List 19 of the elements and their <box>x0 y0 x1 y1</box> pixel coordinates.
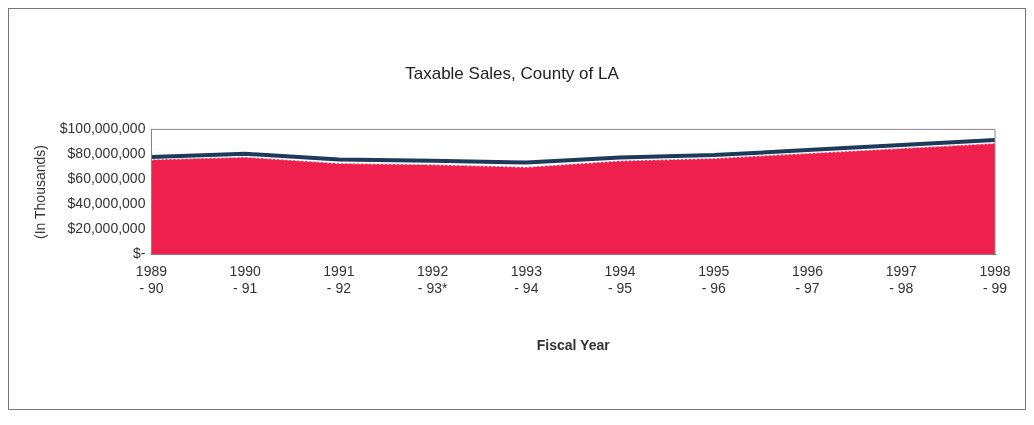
x-tick-label: 1994 - 95 <box>604 262 636 296</box>
y-tick-label: $60,000,000 <box>67 170 146 187</box>
y-tick-label: $40,000,000 <box>67 195 146 212</box>
x-tick-label: 1995 - 96 <box>698 262 730 296</box>
x-tick-label: 1996 - 97 <box>791 262 824 296</box>
y-tick-label: $- <box>132 245 146 262</box>
x-axis-title: Fiscal Year <box>536 337 611 354</box>
x-tick-label: 1989 - 90 <box>135 262 168 296</box>
chart-title: Taxable Sales, County of LA <box>405 63 620 83</box>
x-tick-label: 1992 - 93* <box>417 262 449 296</box>
y-tick-label: $20,000,000 <box>67 220 146 237</box>
x-tick-label: 1993 - 94 <box>510 262 543 296</box>
x-tick-label: 1990 - 91 <box>229 262 261 296</box>
x-tick-label: 1991 - 92 <box>323 262 355 296</box>
y-axis-title: (In Thousands) <box>32 145 49 239</box>
y-tick-label: $80,000,000 <box>67 145 146 162</box>
x-tick-label: 1997 - 98 <box>885 262 918 296</box>
y-tick-label: $100,000,000 <box>59 120 146 137</box>
x-tick-label: 1998 - 99 <box>979 262 1011 296</box>
